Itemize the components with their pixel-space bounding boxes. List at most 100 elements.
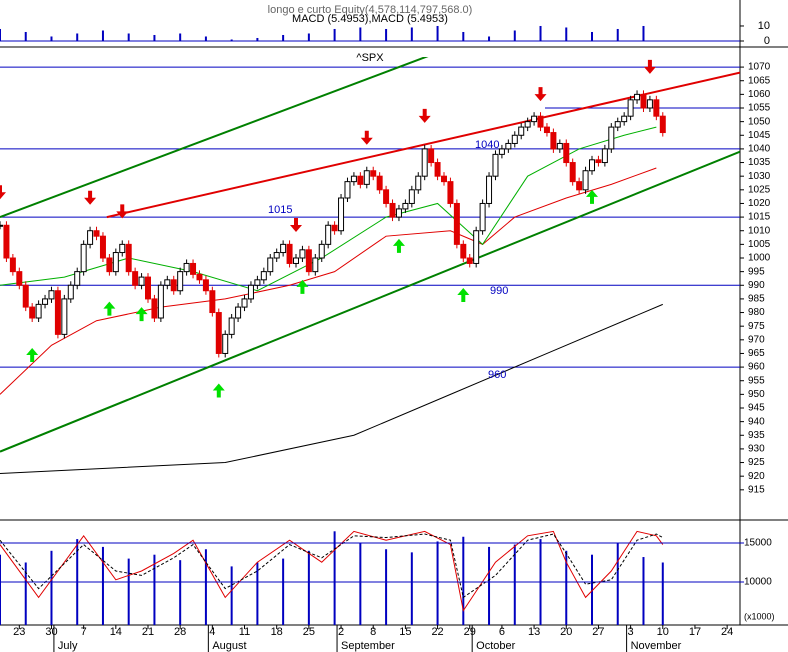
y-tick-label: 1065: [748, 75, 771, 86]
volume-bar: [179, 560, 182, 625]
candle: [151, 298, 158, 319]
candle: [350, 175, 357, 183]
candle: [634, 93, 641, 101]
candle: [228, 317, 235, 335]
candle: [183, 262, 190, 273]
candle: [479, 202, 486, 232]
candle: [112, 252, 119, 273]
candle: [640, 93, 647, 109]
candle: [48, 290, 55, 300]
candle: [524, 121, 531, 128]
x-tick-label: 22: [431, 626, 443, 638]
volume-bar: [256, 562, 259, 625]
volume-bar: [642, 557, 645, 625]
y-tick-label: 1055: [748, 103, 771, 114]
buy-arrow: [392, 238, 405, 253]
candle: [260, 271, 267, 281]
y-tick-label: 995: [748, 266, 765, 277]
candle: [614, 121, 621, 128]
volume-tick-label: 15000: [744, 538, 772, 549]
candle: [87, 230, 94, 245]
x-tick-label: 2: [338, 626, 344, 638]
candle: [312, 257, 319, 273]
x-tick-label: 18: [271, 626, 283, 638]
candle: [563, 142, 570, 164]
buy-arrow: [26, 348, 39, 362]
volume-bar: [410, 552, 413, 625]
candle: [505, 142, 512, 150]
macd-tick-label: 0: [764, 35, 770, 47]
candle: [550, 132, 557, 150]
stoch-k: [0, 530, 664, 612]
macd-bar: [616, 28, 619, 41]
y-tick-label: 1050: [748, 116, 771, 127]
candle: [119, 243, 126, 254]
volume-tick-label: 10000: [744, 577, 772, 588]
candle: [363, 170, 370, 185]
y-tick-label: 975: [748, 321, 765, 332]
candle: [627, 99, 634, 117]
y-tick-label: 1020: [748, 198, 771, 209]
macd-bar: [591, 31, 593, 41]
x-tick-label: 30: [45, 626, 57, 638]
candle: [164, 279, 171, 286]
y-tick-label: 940: [748, 416, 765, 427]
sell-arrow: [360, 130, 373, 145]
candle: [473, 230, 480, 264]
candle: [608, 126, 615, 150]
sell-arrow: [643, 59, 656, 74]
candle: [344, 181, 351, 199]
x-tick-label: 24: [721, 626, 733, 638]
level-label: 1015: [268, 204, 292, 216]
candle: [267, 257, 274, 273]
x-tick-label: 14: [110, 626, 122, 638]
candle: [93, 230, 100, 237]
sell-arrow: [290, 218, 302, 232]
volume-bar: [436, 541, 439, 625]
stoch-d: [0, 533, 664, 599]
macd-bar: [256, 37, 259, 41]
x-tick-label: 23: [13, 626, 25, 638]
volume-bar: [204, 549, 207, 625]
y-tick-label: 935: [748, 430, 765, 441]
y-tick-label: 1045: [748, 130, 771, 141]
x-tick-label: 27: [592, 626, 604, 638]
x-tick-label: 10: [657, 626, 669, 638]
macd-bar: [359, 27, 362, 41]
macd-bar: [50, 36, 53, 41]
candle: [466, 257, 473, 264]
candle: [247, 284, 254, 300]
candle: [408, 189, 415, 204]
candle: [3, 224, 10, 259]
candle: [29, 306, 36, 319]
month-label: September: [341, 640, 395, 652]
candle: [402, 202, 409, 210]
candle: [99, 235, 106, 259]
y-tick-label: 1030: [748, 171, 771, 182]
x-tick-label: 29: [464, 626, 476, 638]
candle: [325, 224, 332, 245]
y-tick-label: 1040: [748, 144, 771, 155]
macd-bar: [462, 31, 465, 41]
candle: [241, 298, 248, 308]
macd-bar: [127, 33, 130, 41]
candle: [305, 249, 312, 273]
y-tick-label: 1010: [748, 225, 771, 236]
level-label: 960: [488, 369, 506, 381]
x-tick-label: 21: [142, 626, 154, 638]
volume-bar: [24, 562, 27, 625]
candle: [254, 279, 261, 286]
macd-bar: [385, 28, 388, 41]
x-tick-label: 20: [560, 626, 572, 638]
candle: [653, 99, 660, 117]
volume-bar: [101, 546, 104, 625]
candle: [145, 276, 151, 300]
candle: [646, 99, 653, 109]
candle: [9, 257, 16, 273]
candle: [556, 142, 563, 150]
candle: [190, 262, 197, 275]
candle: [286, 243, 293, 264]
candle: [441, 175, 447, 183]
candle: [434, 162, 441, 177]
x-tick-label: 6: [499, 626, 505, 638]
